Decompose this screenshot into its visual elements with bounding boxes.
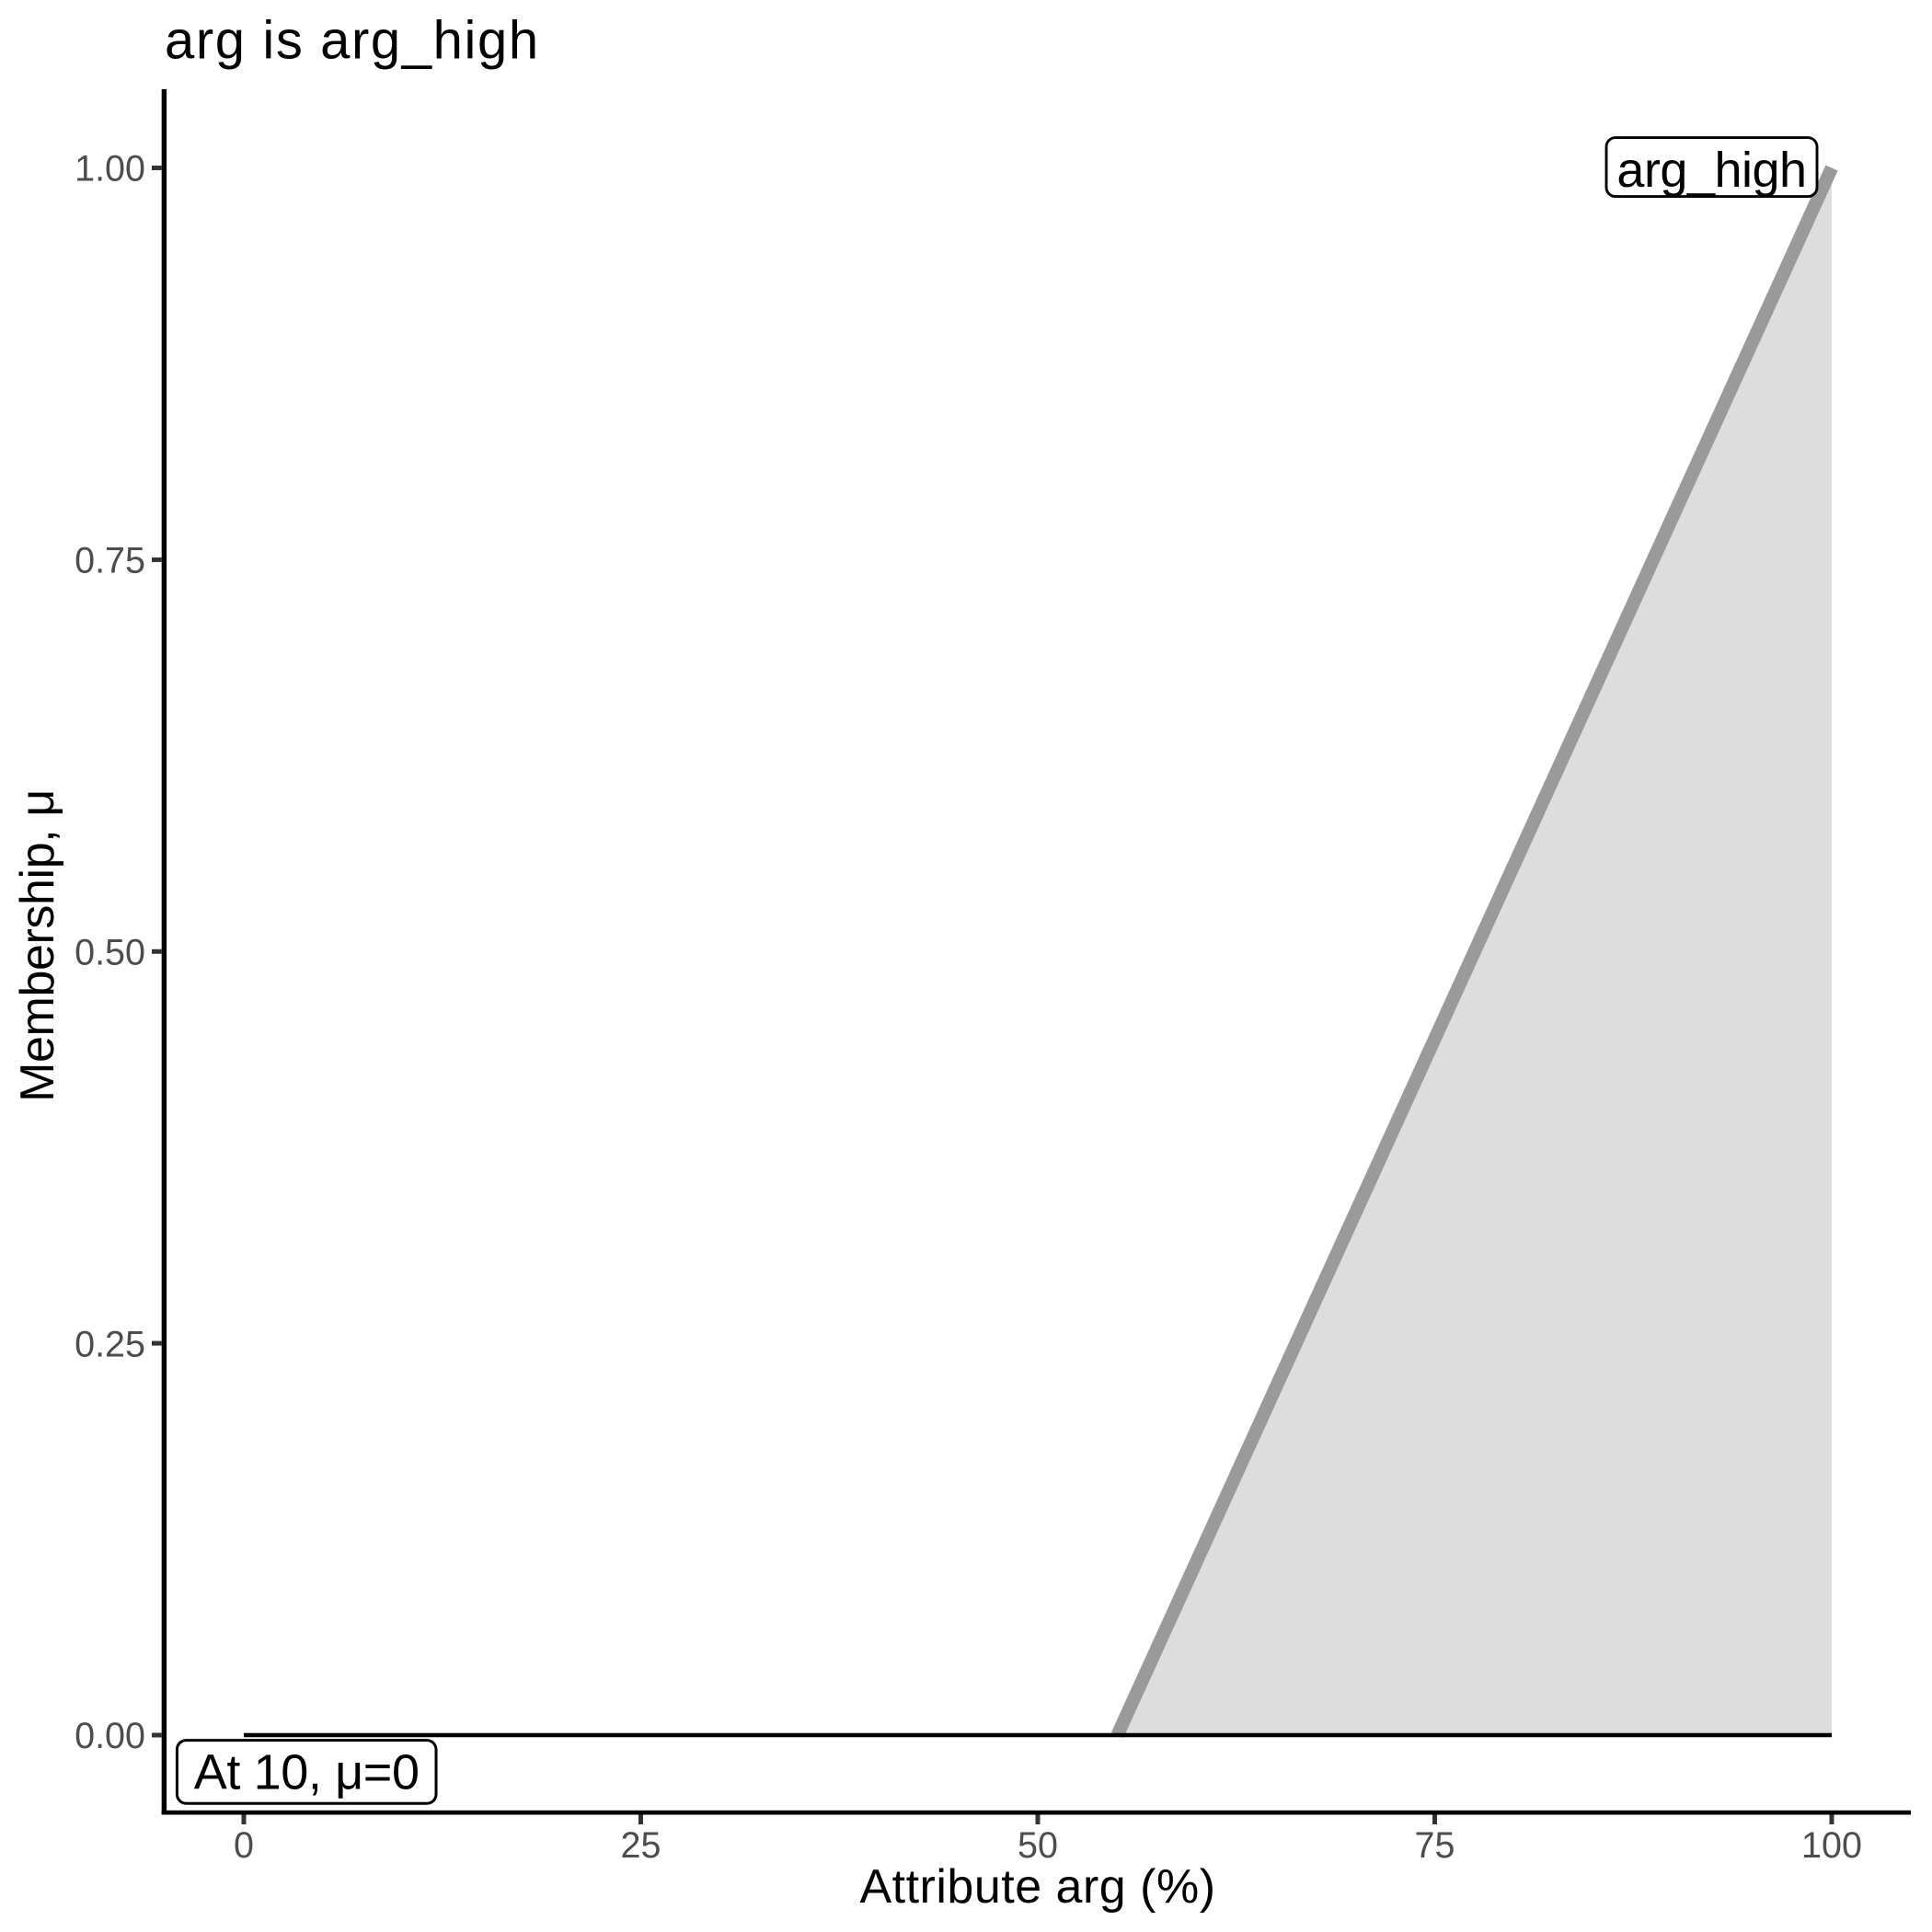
svg-text:arg is arg_high: arg is arg_high [165, 11, 540, 71]
svg-text:0: 0 [234, 1825, 254, 1866]
svg-text:1.00: 1.00 [75, 149, 145, 190]
svg-text:0.50: 0.50 [75, 932, 145, 972]
svg-text:arg_high: arg_high [1616, 143, 1806, 198]
svg-text:50: 50 [1018, 1825, 1058, 1866]
svg-text:0.25: 0.25 [75, 1324, 145, 1364]
svg-text:100: 100 [1801, 1825, 1862, 1866]
svg-text:25: 25 [621, 1825, 661, 1866]
svg-text:Membership, μ: Membership, μ [11, 789, 64, 1102]
svg-text:At 10, μ=0: At 10, μ=0 [194, 1745, 420, 1800]
svg-text:0.75: 0.75 [75, 541, 145, 581]
svg-text:Attribute arg (%): Attribute arg (%) [859, 1860, 1215, 1914]
svg-text:0.00: 0.00 [75, 1716, 145, 1756]
svg-text:75: 75 [1415, 1825, 1455, 1866]
